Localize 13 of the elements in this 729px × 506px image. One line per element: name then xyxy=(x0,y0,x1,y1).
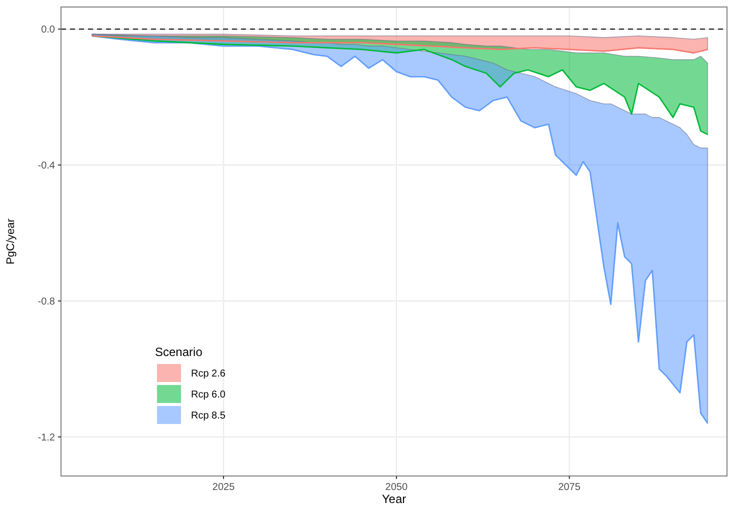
y-tick-label: -0.8 xyxy=(38,296,56,308)
legend-label: Rcp 8.5 xyxy=(191,410,226,422)
y-tick-label: 0.0 xyxy=(41,24,56,36)
y-tick-label: -1.2 xyxy=(38,432,56,444)
y-tick-label: -0.4 xyxy=(38,160,56,172)
y-axis-title: PgC/year xyxy=(5,218,17,264)
x-tick-label: 2025 xyxy=(212,482,236,493)
x-tick-label: 2075 xyxy=(558,482,581,493)
legend-label: Rcp 2.6 xyxy=(191,368,226,380)
legend-title: Scenario xyxy=(155,345,203,359)
x-axis-title: Year xyxy=(382,492,406,506)
x-tick-label: 2050 xyxy=(385,482,408,493)
legend-label: Rcp 6.0 xyxy=(191,390,226,400)
